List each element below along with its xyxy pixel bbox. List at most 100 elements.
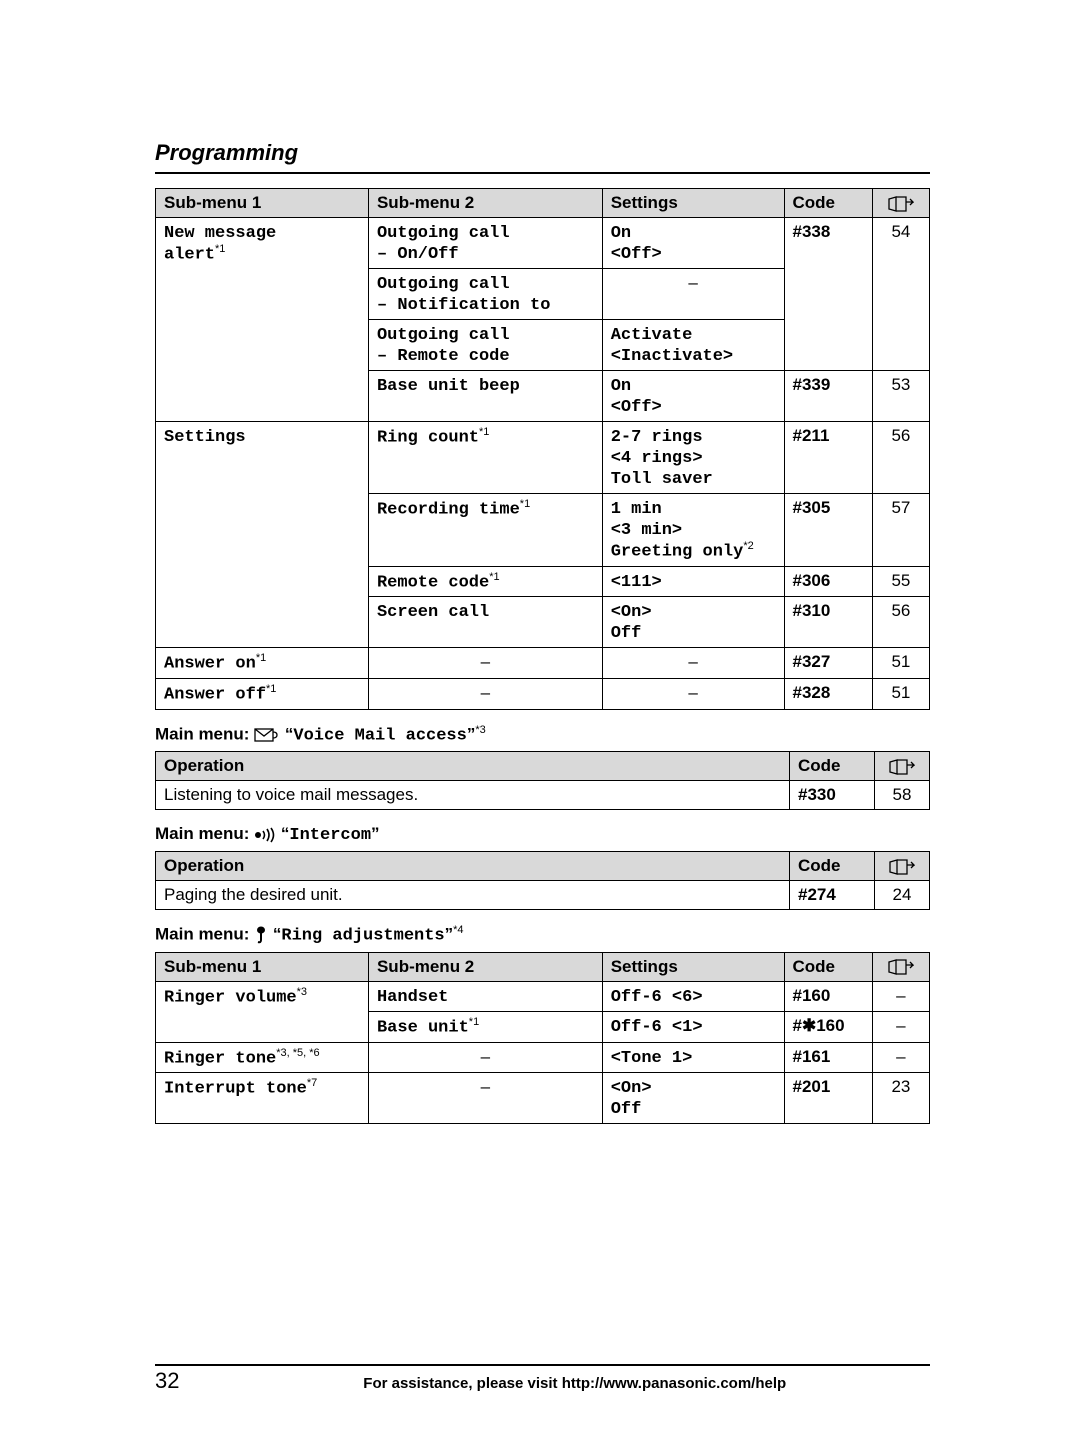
t1-row: New message alert*1 Outgoing call – On/O… [156,218,930,269]
cell-text: #211 [793,426,830,445]
sup: *1 [266,683,276,695]
cell-text: #330 [798,785,836,804]
cell-text: Ringer volume [164,989,297,1008]
cell-text: Outgoing call [377,326,510,345]
cell-text: #328 [793,683,831,702]
cell-text: Base unit beep [377,377,520,396]
page-ref-icon [889,759,915,775]
t4-h3: Settings [602,952,784,981]
cell-text: Off-6 <6> [611,988,703,1007]
cell-text: Answer on [164,655,256,674]
cell-text: <111> [611,573,662,592]
t4-row: Ringer tone*3, *5, *6 – <Tone 1> #161 – [156,1042,930,1073]
sup: *2 [743,540,753,552]
cell-text: On [611,377,631,396]
cell-text: <On> [611,1079,652,1098]
cell-text: – Notification to [377,296,550,315]
t1-h5 [872,189,929,218]
cell-text: – Remote code [377,347,510,366]
cell-text: – [872,1042,929,1073]
cell-text: Settings [164,428,246,447]
t4-h4: Code [784,952,872,981]
title-rule [155,172,930,174]
q: ” [445,925,454,944]
cell-text: – [368,648,602,679]
sup: *3 [297,986,307,998]
cell-text: Interrupt tone [164,1080,307,1099]
sup: *1 [215,243,225,255]
t2-h2: Code [790,752,875,781]
menu-text: Voice Mail access [293,726,466,745]
sup: *1 [479,426,489,438]
page-ref-icon [888,959,914,975]
section-title: Programming [155,140,930,166]
cell-text: Off [611,1100,642,1119]
menu-label: Main menu: [155,824,254,843]
t3-h2: Code [790,852,875,881]
t2-row: Listening to voice mail messages. #330 5… [156,781,930,810]
menu-text: Ring adjustments [281,927,444,946]
t2-h3 [875,752,930,781]
cell-text: 2-7 rings [611,428,703,447]
cell-text: <Off> [611,398,662,417]
cell-text: #274 [798,885,836,904]
cell-text: Recording time [377,501,520,520]
voicemail-icon [254,727,280,743]
cell-text: #338 [793,222,831,241]
t3-h1: Operation [156,852,790,881]
sup: *1 [489,571,499,583]
cell-text: Off-6 <1> [611,1018,703,1037]
cell-text: – [368,678,602,709]
cell-text: – [602,678,784,709]
cell-text: – [872,981,929,1011]
voicemail-table: Operation Code Listening to voice mail m… [155,751,930,810]
t1-row: Answer off*1 – – #328 51 [156,678,930,709]
sup: *4 [453,924,463,936]
cell-text: 57 [872,494,929,567]
sup: *7 [307,1077,317,1089]
intercom-icon [254,827,276,843]
cell-text: Listening to voice mail messages. [156,781,790,810]
cell-text: Off [611,624,642,643]
cell-text: – [602,269,784,320]
cell-text: #✱160 [793,1016,845,1035]
cell-text: – [602,648,784,679]
cell-text: Outgoing call [377,224,510,243]
cell-text: Ringer tone [164,1049,276,1068]
cell-text: Answer off [164,686,266,705]
cell-text: #310 [793,601,831,620]
t4-h2: Sub-menu 2 [368,952,602,981]
t4-row: Interrupt tone*7 – <On> Off #201 23 [156,1073,930,1124]
q: ” [371,824,380,843]
menu-label: Main menu: [155,724,254,743]
ring-icon [254,926,268,944]
page-ref-icon [888,196,914,212]
menu-label: Main menu: [155,925,254,944]
cell-text: Paging the desired unit. [156,881,790,910]
t4-h1: Sub-menu 1 [156,952,369,981]
sup: *1 [520,498,530,510]
t3-row: Paging the desired unit. #274 24 [156,881,930,910]
cell-text: 51 [872,648,929,679]
cell-text: 53 [872,371,929,422]
cell-text: #305 [793,498,831,517]
cell-text: <Off> [611,245,662,264]
cell-text: #327 [793,652,831,671]
cell-text: Ring count [377,429,479,448]
ring-table: Sub-menu 1 Sub-menu 2 Settings Code Ring… [155,952,930,1124]
cell-text: 58 [875,781,930,810]
cell-text: 55 [872,566,929,597]
sup: *1 [256,652,266,664]
page-number: 32 [155,1368,179,1394]
cell-text: Toll saver [611,470,713,489]
cell-text: Greeting only [611,543,744,562]
t2-h1: Operation [156,752,790,781]
t3-h3 [875,852,930,881]
t4-h5 [872,952,929,981]
cell-text: Base unit [377,1019,469,1038]
cell-text: alert [164,246,215,265]
cell-text: On [611,224,631,243]
cell-text: – [368,1042,602,1073]
footer: 32 For assistance, please visit http://w… [155,1364,930,1394]
t1-row: Answer on*1 – – #327 51 [156,648,930,679]
